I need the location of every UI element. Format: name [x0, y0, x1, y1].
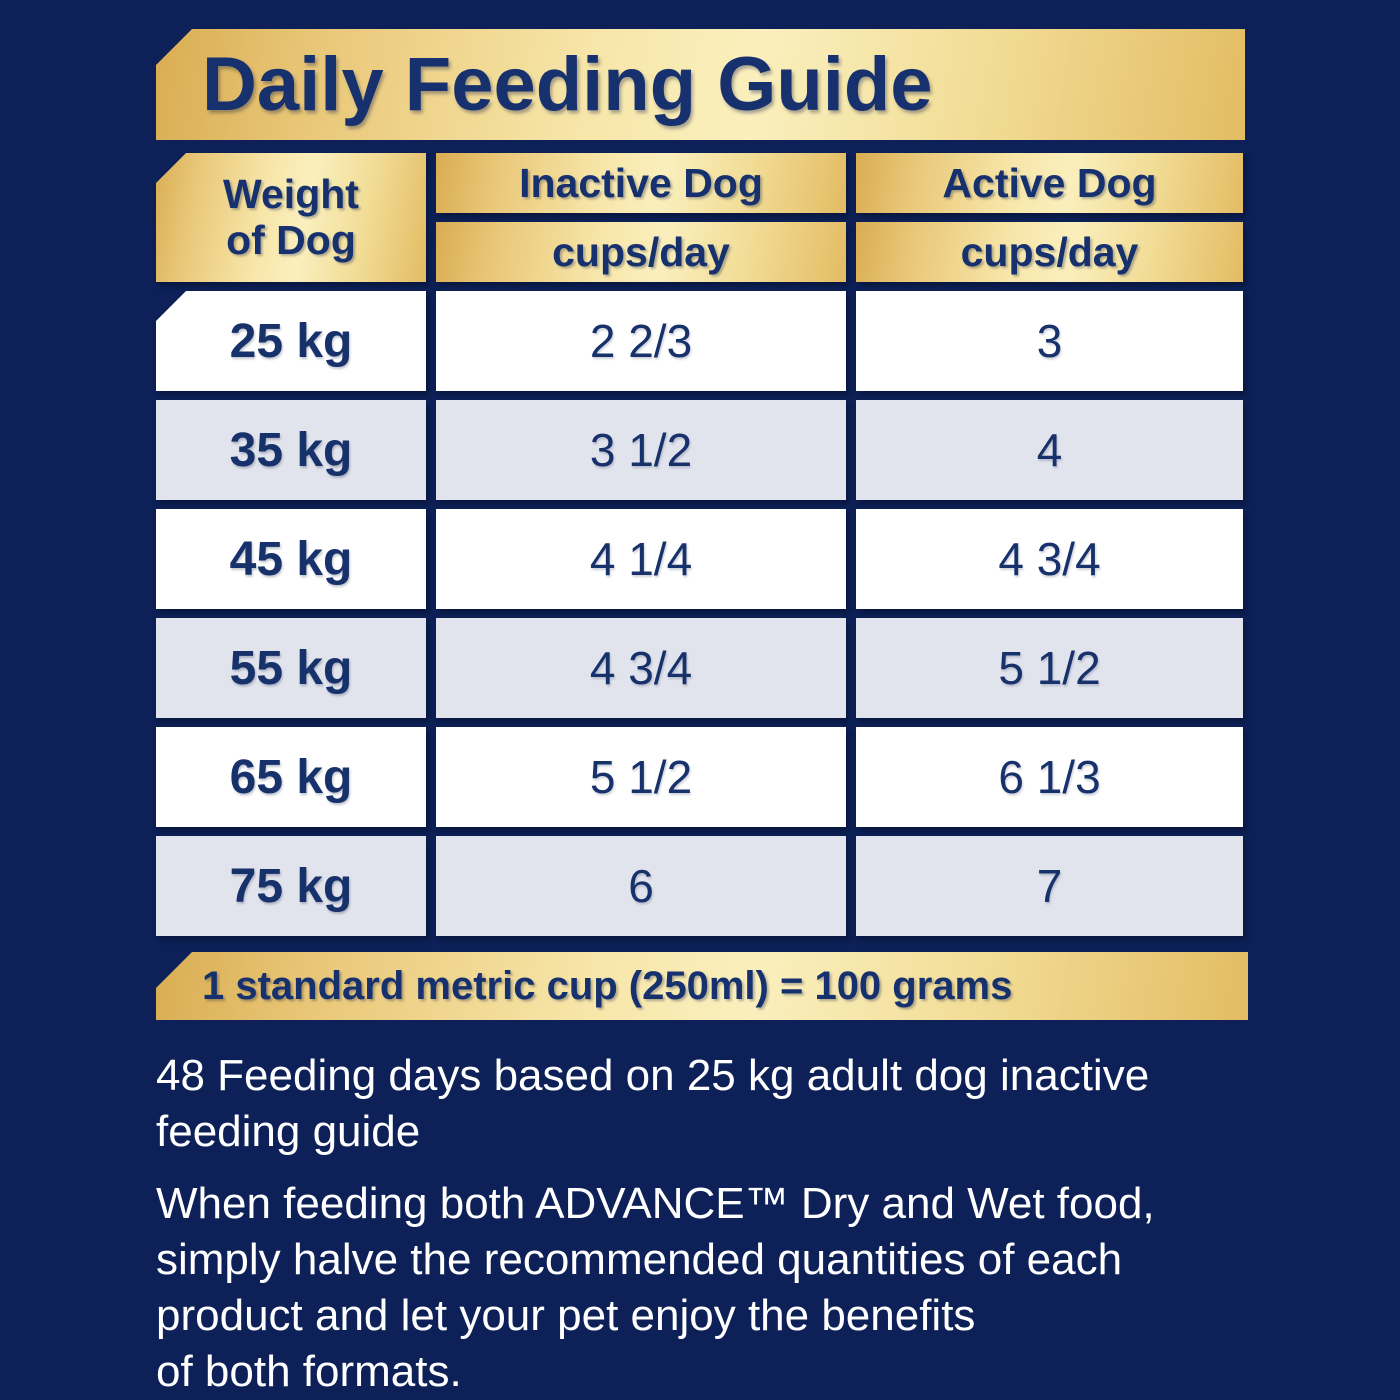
table-cell-active: 3 [856, 291, 1243, 391]
cup-equivalence-text: 1 standard metric cup (250ml) = 100 gram… [202, 963, 1013, 1008]
mixed-feeding-line: of both formats. [156, 1347, 462, 1396]
table-row-weight: 55 kg [156, 618, 426, 718]
column-header-inactive: Inactive Dog [436, 153, 846, 213]
page-title: Daily Feeding Guide [202, 42, 933, 127]
table-cell-active: 4 [856, 400, 1243, 500]
weight-header-line2: of Dog [226, 216, 356, 263]
table-cell-active: 4 3/4 [856, 509, 1243, 609]
feeding-days-line: feeding guide [156, 1107, 421, 1156]
table-cell-inactive: 6 [436, 836, 846, 936]
table-row-weight: 45 kg [156, 509, 426, 609]
column-header-weight: Weight of Dog [156, 153, 426, 282]
mixed-feeding-line: product and let your pet enjoy the benef… [156, 1291, 976, 1340]
feeding-days-note: 48 Feeding days based on 25 kg adult dog… [156, 1048, 1149, 1160]
table-row-weight: 65 kg [156, 727, 426, 827]
table-row-weight: 35 kg [156, 400, 426, 500]
table-cell-inactive: 5 1/2 [436, 727, 846, 827]
table-cell-inactive: 4 1/4 [436, 509, 846, 609]
cup-equivalence-bar: 1 standard metric cup (250ml) = 100 gram… [156, 952, 1248, 1020]
table-row-weight: 75 kg [156, 836, 426, 936]
table-cell-inactive: 4 3/4 [436, 618, 846, 718]
table-cell-active: 6 1/3 [856, 727, 1243, 827]
weight-header-line1: Weight [223, 170, 359, 217]
table-cell-active: 7 [856, 836, 1243, 936]
mixed-feeding-line: When feeding both ADVANCE™ Dry and Wet f… [156, 1179, 1155, 1228]
table-cell-inactive: 3 1/2 [436, 400, 846, 500]
feeding-days-line: 48 Feeding days based on 25 kg adult dog… [156, 1051, 1150, 1100]
table-cell-active: 5 1/2 [856, 618, 1243, 718]
column-unit-inactive: cups/day [436, 222, 846, 282]
column-header-active: Active Dog [856, 153, 1243, 213]
title-banner: Daily Feeding Guide [156, 29, 1245, 140]
mixed-feeding-note: When feeding both ADVANCE™ Dry and Wet f… [156, 1176, 1155, 1400]
mixed-feeding-line: simply halve the recommended quantities … [156, 1235, 1123, 1284]
feeding-table: Weight of Dog Inactive Dog Active Dog cu… [156, 153, 1243, 936]
table-row-weight: 25 kg [156, 291, 426, 391]
table-cell-inactive: 2 2/3 [436, 291, 846, 391]
column-unit-active: cups/day [856, 222, 1243, 282]
